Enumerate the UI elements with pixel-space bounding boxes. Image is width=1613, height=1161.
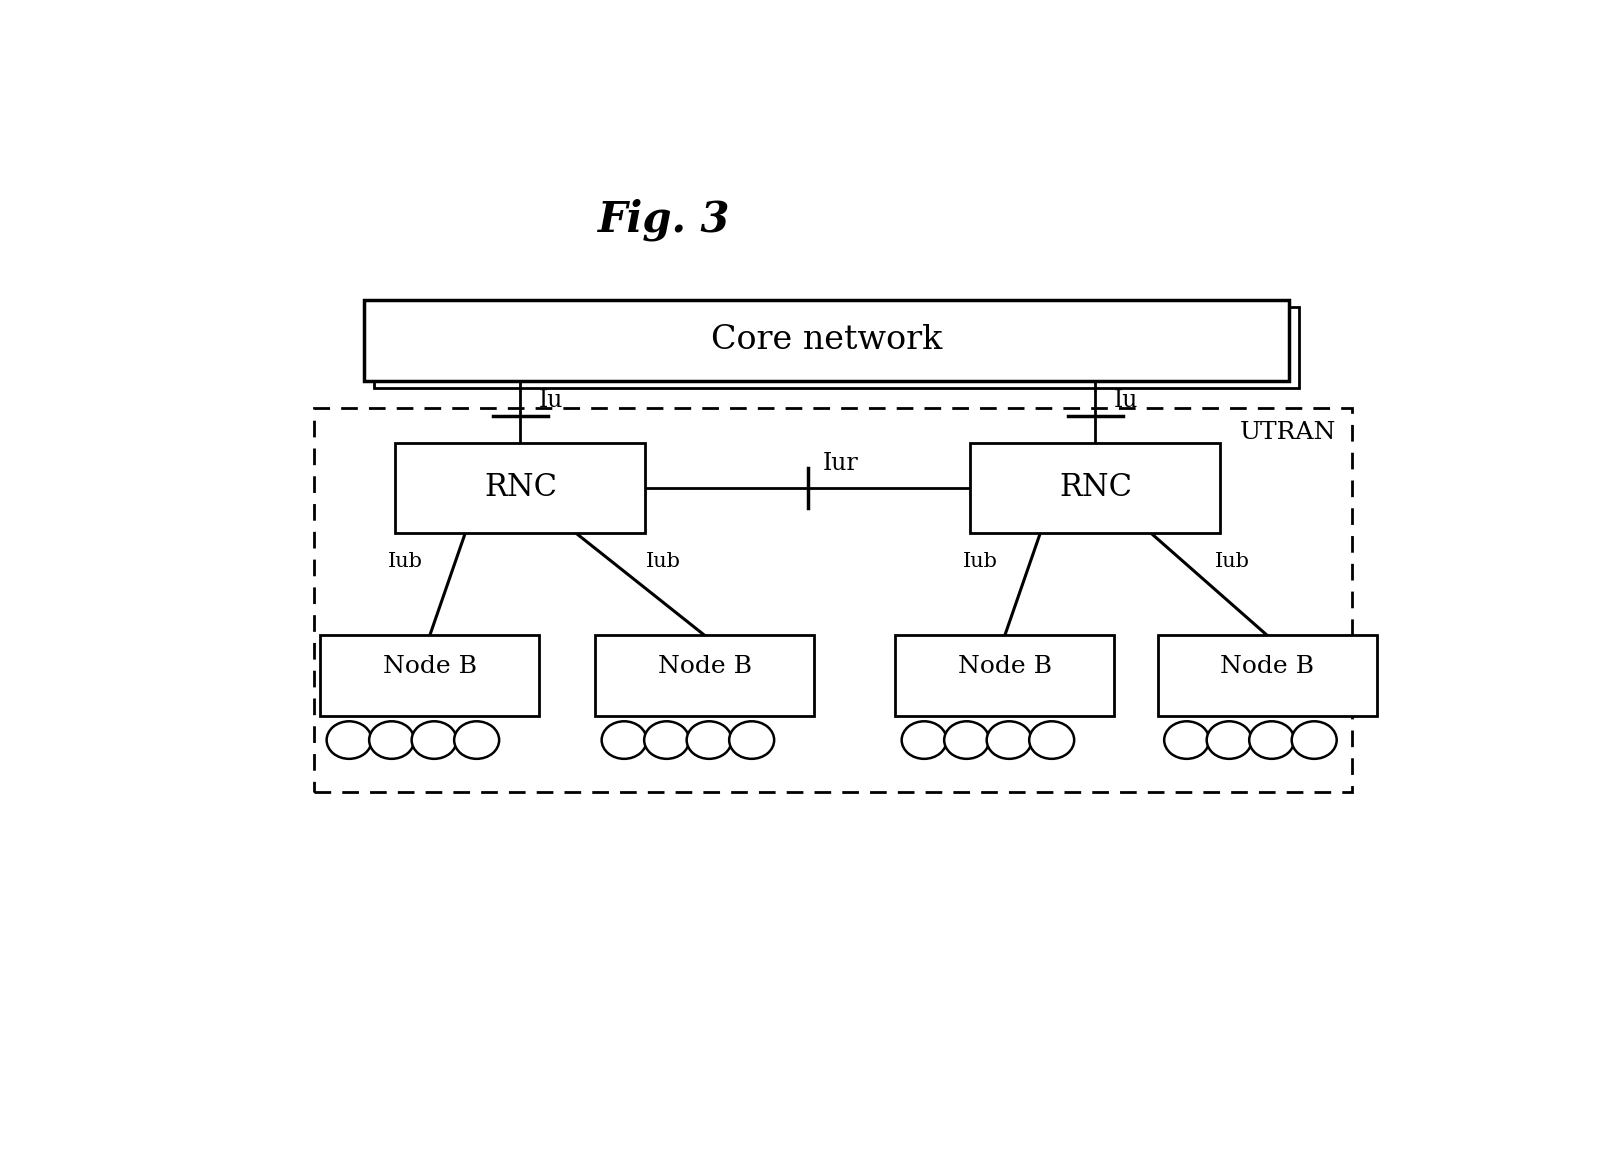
Text: Node B: Node B (1221, 655, 1315, 678)
Ellipse shape (1029, 721, 1074, 759)
Bar (1158, 635, 1378, 716)
Text: Iub: Iub (1215, 551, 1250, 571)
Text: Iu: Iu (1115, 389, 1139, 412)
Ellipse shape (455, 721, 498, 759)
Bar (315, 408, 1352, 792)
Bar (895, 635, 1115, 716)
Text: Fig. 3: Fig. 3 (598, 199, 731, 241)
Text: Iu: Iu (539, 389, 563, 412)
Text: Iub: Iub (647, 551, 681, 571)
Text: RNC: RNC (1058, 473, 1132, 504)
Text: RNC: RNC (484, 473, 556, 504)
Ellipse shape (902, 721, 947, 759)
Bar (321, 635, 539, 716)
Bar (365, 301, 1289, 381)
Text: Core network: Core network (711, 324, 942, 356)
Ellipse shape (1207, 721, 1252, 759)
Ellipse shape (411, 721, 456, 759)
Text: Iub: Iub (963, 551, 997, 571)
Ellipse shape (1248, 721, 1294, 759)
Ellipse shape (687, 721, 732, 759)
Ellipse shape (369, 721, 415, 759)
Bar (374, 308, 1298, 388)
Ellipse shape (944, 721, 989, 759)
Text: Iur: Iur (823, 452, 858, 475)
Text: UTRAN: UTRAN (1240, 421, 1337, 444)
Ellipse shape (602, 721, 647, 759)
Ellipse shape (729, 721, 774, 759)
Text: Node B: Node B (382, 655, 477, 678)
Bar (395, 444, 645, 533)
Ellipse shape (1165, 721, 1210, 759)
Bar (971, 444, 1221, 533)
Ellipse shape (987, 721, 1032, 759)
Ellipse shape (326, 721, 371, 759)
Ellipse shape (1292, 721, 1337, 759)
Bar (595, 635, 815, 716)
Text: Node B: Node B (958, 655, 1052, 678)
Text: Node B: Node B (658, 655, 752, 678)
Text: Iub: Iub (387, 551, 423, 571)
Ellipse shape (644, 721, 689, 759)
